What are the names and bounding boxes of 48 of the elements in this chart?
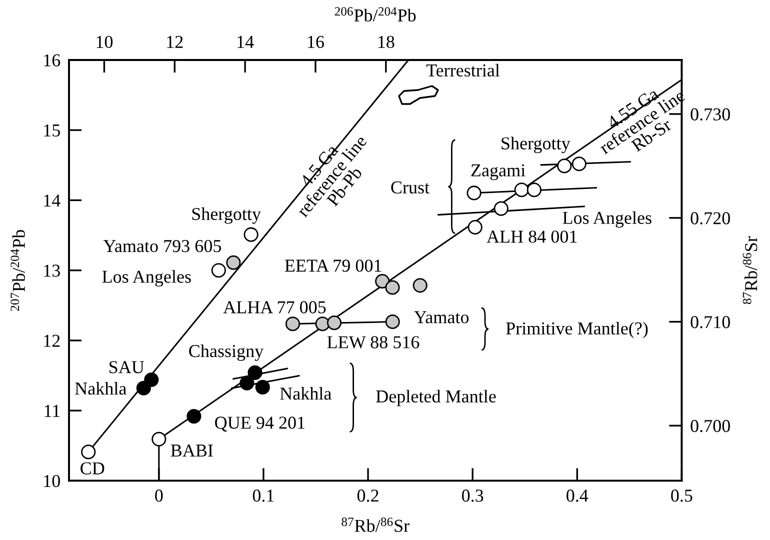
- y-axis-title: $^{87}$Rb/$^{86}$Sr: [742, 236, 758, 304]
- annotation: Los Angeles: [102, 270, 191, 287]
- annotation: Primitive Mantle(?): [506, 322, 648, 338]
- annotation: Yamato: [414, 311, 469, 324]
- annotation: QUE 94 201: [215, 416, 304, 432]
- y-tick-label: 0.720: [690, 212, 730, 224]
- x-tick-label: 12: [167, 36, 183, 48]
- annotation: Zagami: [471, 164, 526, 180]
- y-tick-label: 11: [44, 404, 60, 417]
- x-tick-label: 0.5: [671, 490, 692, 502]
- annotation: SAU: [110, 361, 144, 374]
- annotation: Terrestrial: [426, 64, 500, 77]
- y-tick-label: 0.730: [690, 108, 730, 121]
- x-tick-label: 0.3: [462, 490, 484, 502]
- annotation: Depleted Mantle: [376, 390, 496, 406]
- y-tick-label: 0.700: [690, 420, 730, 432]
- annotation: ALHA 77 005: [223, 301, 326, 314]
- annotation: Nakhla: [280, 387, 332, 400]
- annotation: Chassigny: [189, 344, 264, 361]
- annotation: LEW 88 516: [327, 336, 420, 348]
- x-tick-label: 0.4: [566, 490, 588, 502]
- annotation: Nakhla: [75, 382, 126, 395]
- y-tick-label: 12: [44, 334, 60, 347]
- y-tick-label: 13: [44, 264, 60, 277]
- y-tick-label: 16: [44, 54, 60, 66]
- annotation: EETA 79 001: [284, 260, 382, 272]
- x-tick-label: 18: [378, 36, 394, 48]
- x-tick-label: 16: [308, 36, 324, 48]
- annotation: BABI: [170, 444, 213, 457]
- x-tick-label: 0.2: [357, 490, 378, 502]
- x-tick-label: 14: [238, 36, 254, 48]
- annotation: ALH 84 001: [486, 230, 577, 243]
- annotation: Los Angeles: [562, 211, 652, 228]
- y-tick-label: 0.710: [690, 316, 730, 328]
- annotation: Shergotty: [192, 207, 261, 224]
- annotation: Shergotty: [502, 136, 570, 154]
- y-axis-title: $^{207}$Pb/$^{204}$Pb: [10, 230, 25, 311]
- annotation: CD: [80, 462, 104, 474]
- x-tick-label: 0: [155, 490, 163, 502]
- y-tick-label: 10: [44, 474, 60, 488]
- x-tick-label: 10: [96, 36, 113, 48]
- annotation: Yamato 793 605: [103, 240, 222, 252]
- x-axis-title: $^{206}$Pb/$^{204}$Pb: [334, 7, 416, 22]
- x-tick-label: 0.1: [252, 490, 274, 502]
- annotation: Crust: [391, 181, 430, 194]
- y-tick-label: 14: [44, 194, 60, 206]
- y-tick-label: 15: [44, 124, 60, 137]
- x-axis-title: $^{87}$Rb/$^{86}$Sr: [342, 518, 410, 532]
